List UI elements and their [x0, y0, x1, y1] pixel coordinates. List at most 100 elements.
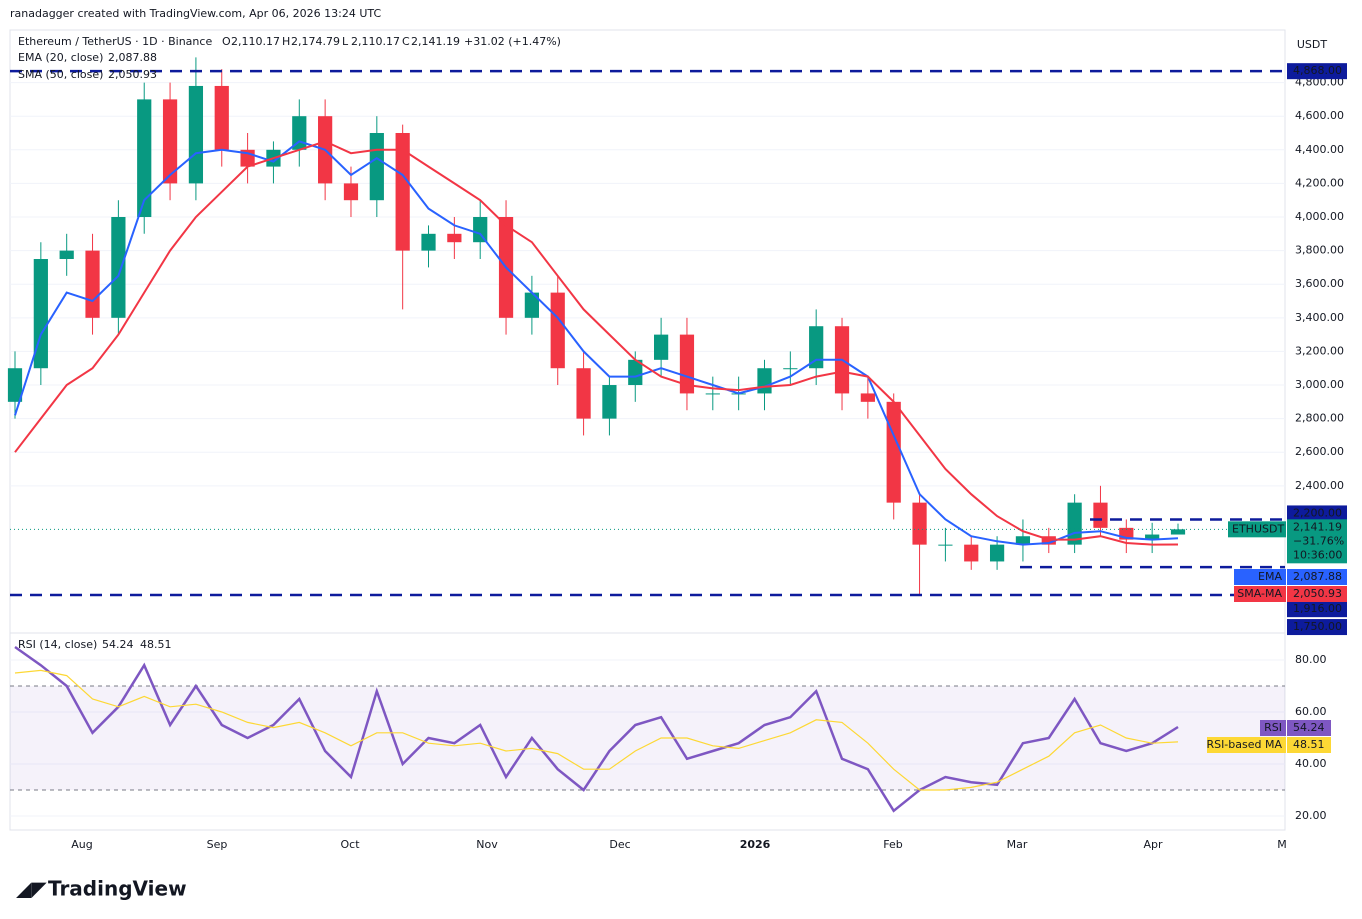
- candle-body: [576, 368, 591, 419]
- candle-body: [938, 544, 953, 546]
- candle-body: [705, 393, 720, 395]
- y-tick-label: 3,200.00: [1295, 344, 1344, 357]
- candle-body: [188, 85, 204, 184]
- attribution: ranadagger created with TradingView.com,…: [10, 7, 381, 20]
- y-tick-label: 4,000.00: [1295, 210, 1344, 223]
- axis-tag-box: [1207, 737, 1286, 753]
- legend-name: SMA (50, close): [18, 68, 103, 81]
- x-tick-label: Aug: [71, 838, 92, 851]
- level-label: 1,916.00: [1293, 602, 1342, 615]
- candle-body: [1170, 529, 1186, 535]
- candle-body: [550, 292, 565, 369]
- value-tag-box: [1287, 569, 1347, 585]
- candle-body: [447, 233, 462, 243]
- x-tick-label: Nov: [476, 838, 498, 851]
- x-tick-label: 2026: [740, 838, 771, 851]
- y-tick-label: 40.00: [1295, 757, 1327, 770]
- x-tick-label: Sep: [207, 838, 228, 851]
- rsi-line: [14, 669, 1179, 791]
- symbol: Ethereum / TetherUS · 1D · Binance: [18, 35, 212, 48]
- axis-tag: EMA: [1258, 570, 1282, 583]
- candle-body: [524, 292, 539, 318]
- candle-body: [964, 544, 979, 562]
- candle-body: [162, 99, 178, 184]
- legend-value: 48.51: [140, 638, 172, 651]
- x-tick-label: Dec: [609, 838, 630, 851]
- y-tick-label: 2,600.00: [1295, 445, 1344, 458]
- legend-name: EMA (20, close): [18, 51, 103, 64]
- value-tag-box: [1287, 720, 1331, 736]
- axis-tag-box: [1234, 586, 1286, 602]
- ohlc-key: C: [402, 35, 410, 48]
- axis-tag-box: [1234, 569, 1286, 585]
- level-label: 2,200.00: [1293, 506, 1342, 519]
- axis-tag: RSI: [1264, 721, 1282, 734]
- candle-body: [1093, 502, 1108, 528]
- y-tick-label: 3,800.00: [1295, 244, 1344, 257]
- candle-body: [214, 85, 229, 150]
- rsi-band: [10, 686, 1285, 790]
- brand-name: TradingView: [48, 877, 187, 901]
- y-tick-label: 3,600.00: [1295, 277, 1344, 290]
- level-label: 4,868.00: [1293, 64, 1342, 77]
- value-tag-box: [1287, 737, 1331, 753]
- axis-tag: RSI-based MA: [1206, 738, 1282, 751]
- level-tag: [1287, 505, 1347, 522]
- candle-body: [1015, 536, 1031, 545]
- ohlc-key: L: [342, 35, 349, 48]
- change-label: −31.76%: [1293, 534, 1344, 547]
- candle-body: [137, 99, 152, 218]
- candle-body: [602, 385, 617, 419]
- x-tick-label: Oct: [340, 838, 360, 851]
- rsi-line: [14, 645, 1179, 813]
- ohlc-value: 2,141.19: [411, 35, 460, 48]
- level-tag: [1287, 63, 1347, 80]
- candle-body: [395, 132, 410, 251]
- legend-value: 2,087.88: [108, 51, 157, 64]
- ohlc-key: O: [222, 35, 231, 48]
- x-tick-label: Apr: [1143, 838, 1163, 851]
- y-tick-label: 2,800.00: [1295, 412, 1344, 425]
- candle-body: [85, 250, 100, 318]
- unit: USDT: [1297, 38, 1328, 51]
- ohlc-value: 2,174.79: [291, 35, 340, 48]
- ohlc-key: H: [282, 35, 290, 48]
- y-tick-label: 3,000.00: [1295, 378, 1344, 391]
- y-tick-label: 2,400.00: [1295, 479, 1344, 492]
- candle-body: [292, 116, 307, 150]
- price-label: 2,141.19: [1293, 520, 1342, 533]
- y-tick-label: 3,400.00: [1295, 311, 1344, 324]
- y-tick-label: 20.00: [1295, 809, 1327, 822]
- candle-body: [369, 132, 384, 201]
- y-tick-label: 4,400.00: [1295, 143, 1344, 156]
- candle-body: [628, 359, 643, 386]
- ma-line: [14, 140, 1179, 546]
- x-tick-label: Mar: [1007, 838, 1028, 851]
- candle-body: [1145, 534, 1160, 540]
- price-box: [1287, 519, 1347, 564]
- candle-body: [33, 259, 48, 369]
- countdown: 10:36:00: [1293, 548, 1342, 561]
- candle-body: [654, 334, 669, 360]
- value-tag: 54.24: [1293, 721, 1325, 734]
- candle-body: [989, 544, 1005, 562]
- symbol-box: [1228, 521, 1286, 538]
- candle-body: [809, 326, 824, 369]
- candle-body: [886, 401, 901, 503]
- symbol-tag: ETHUSDT: [1232, 522, 1284, 535]
- candle-body: [59, 250, 74, 260]
- legend-value: 54.24: [102, 638, 134, 651]
- ma-line: [14, 140, 1179, 546]
- candle-body: [7, 368, 23, 402]
- legend-value: 2,050.93: [108, 68, 157, 81]
- candle-body: [421, 233, 436, 251]
- pane-title: RSI (14, close): [18, 638, 97, 651]
- brand: ◢◤: [16, 877, 47, 901]
- level-label: 1,750.00: [1293, 620, 1342, 633]
- candle-body: [473, 217, 488, 243]
- ohlc-value: 2,110.17: [351, 35, 400, 48]
- value-tag: 48.51: [1293, 738, 1325, 751]
- frame: [9, 29, 1286, 831]
- value-tag: 2,050.93: [1293, 587, 1342, 600]
